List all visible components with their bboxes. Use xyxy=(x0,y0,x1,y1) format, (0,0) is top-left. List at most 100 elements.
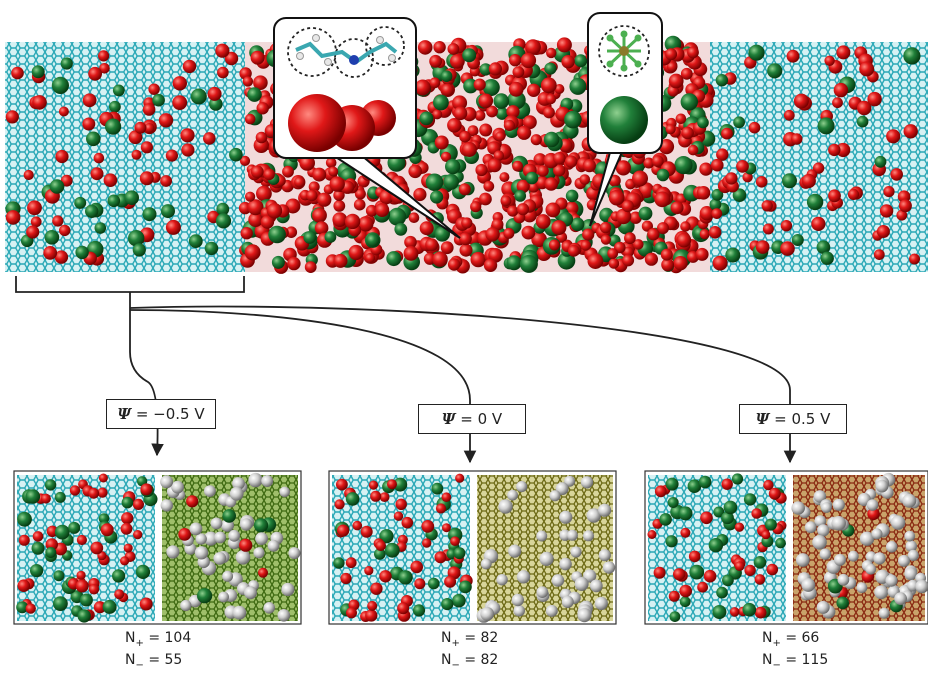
cation-sphere xyxy=(600,234,612,245)
anion-sphere xyxy=(45,547,57,558)
anion-sphere xyxy=(31,541,45,555)
anion-sphere xyxy=(68,521,81,534)
anion-sphere xyxy=(806,193,824,211)
cation-sphere xyxy=(458,183,471,196)
cation-sphere xyxy=(488,62,502,76)
anion-sphere xyxy=(60,57,73,70)
electrode-atom-sphere xyxy=(904,567,918,581)
potential-label-2: Ψ = 0 V xyxy=(418,404,526,434)
cation-sphere xyxy=(873,249,885,260)
cation-sphere xyxy=(433,41,446,54)
cation-sphere xyxy=(23,169,34,181)
cation-sphere xyxy=(58,224,71,237)
cation-sphere xyxy=(245,191,256,202)
cation-sphere xyxy=(25,603,36,614)
cation-sphere xyxy=(553,164,566,177)
electrode-atom-sphere xyxy=(859,531,875,546)
anion-sphere xyxy=(209,97,223,111)
electrode-atom-sphere xyxy=(248,472,263,488)
cation-sphere xyxy=(332,212,348,228)
cation-sphere xyxy=(100,523,114,537)
cation-sphere xyxy=(410,560,424,574)
anion-sphere xyxy=(767,63,783,79)
electrode-atom-sphere xyxy=(898,554,910,567)
electrode-atom-sphere xyxy=(819,548,831,560)
electrode-atom-sphere xyxy=(267,539,280,552)
anion-sphere xyxy=(525,171,539,185)
cation-sphere xyxy=(244,244,261,261)
cation-sphere xyxy=(148,83,160,95)
cation-sphere xyxy=(353,198,366,211)
anion-sphere xyxy=(709,198,722,211)
anion-sphere xyxy=(135,564,151,580)
cation-sphere xyxy=(734,522,745,532)
cation-sphere xyxy=(258,567,268,578)
electrode-atom-sphere xyxy=(279,486,291,498)
cation-sphere xyxy=(160,175,173,187)
cation-sphere xyxy=(99,63,110,74)
anion-sphere xyxy=(107,194,121,208)
anion-sphere xyxy=(687,479,702,494)
cation-sphere xyxy=(545,202,561,218)
cation-sphere xyxy=(525,39,541,55)
cation-sphere xyxy=(754,574,766,585)
electrode-atom-sphere xyxy=(253,547,265,559)
anion-sphere xyxy=(743,493,757,506)
cation-sphere xyxy=(459,232,472,246)
anion-sphere xyxy=(723,500,738,515)
electrode-atom-sphere xyxy=(561,595,574,609)
anion-sphere xyxy=(543,131,560,148)
cation-sphere xyxy=(263,168,275,181)
cation-sphere xyxy=(544,177,558,191)
electrode-atom-sphere xyxy=(885,541,898,553)
electrode-atom-sphere xyxy=(813,490,827,503)
anion-sphere xyxy=(656,168,670,182)
cation-sphere xyxy=(75,579,89,593)
cation-sphere xyxy=(654,485,667,498)
cation-sphere xyxy=(52,215,64,227)
cation-sphere xyxy=(780,220,793,232)
electrode-atom-sphere xyxy=(232,477,245,490)
anion-sphere xyxy=(188,234,203,249)
cation-sphere xyxy=(903,124,918,139)
cation-sphere xyxy=(493,150,505,161)
cation-sphere xyxy=(30,216,42,228)
electrode-atom-sphere xyxy=(277,609,291,622)
cation-sphere xyxy=(440,241,454,255)
electrode-atom-sphere xyxy=(577,608,592,623)
electrode-atom-sphere xyxy=(866,499,879,511)
anion-sphere xyxy=(430,190,444,204)
electrode-atom-sphere xyxy=(791,501,805,515)
anion-sphere xyxy=(669,611,681,622)
anion-sphere xyxy=(565,189,579,203)
cation-sphere xyxy=(564,155,578,168)
cation-sphere xyxy=(761,200,773,212)
anion-sphere xyxy=(425,173,444,192)
electrode-atom-sphere xyxy=(564,475,576,487)
cation-sphere xyxy=(697,581,708,593)
cation-sphere xyxy=(688,550,701,563)
cation-sphere xyxy=(312,208,327,223)
cation-molecule-icon xyxy=(287,26,405,152)
electrode-atom-sphere xyxy=(885,574,898,587)
cation-sphere xyxy=(429,54,442,68)
cation-sphere xyxy=(633,239,644,250)
cation-sphere xyxy=(180,128,195,143)
cation-sphere xyxy=(520,52,537,69)
cation-sphere xyxy=(308,181,320,193)
anion-sphere xyxy=(17,511,32,527)
cation-sphere xyxy=(712,255,728,271)
cation-sphere xyxy=(763,479,774,491)
electrode-atom-sphere xyxy=(232,605,247,620)
cation-sphere xyxy=(621,200,634,213)
cation-sphere xyxy=(76,534,87,546)
anion-sphere xyxy=(753,556,767,569)
cation-sphere xyxy=(521,225,536,240)
cation-sphere xyxy=(499,172,510,183)
branch-connectors xyxy=(15,276,797,464)
cation-sphere xyxy=(253,75,268,90)
panel-ions xyxy=(16,472,928,623)
cation-sphere xyxy=(599,221,612,234)
cation-sphere xyxy=(186,495,199,508)
cation-sphere xyxy=(282,165,294,178)
